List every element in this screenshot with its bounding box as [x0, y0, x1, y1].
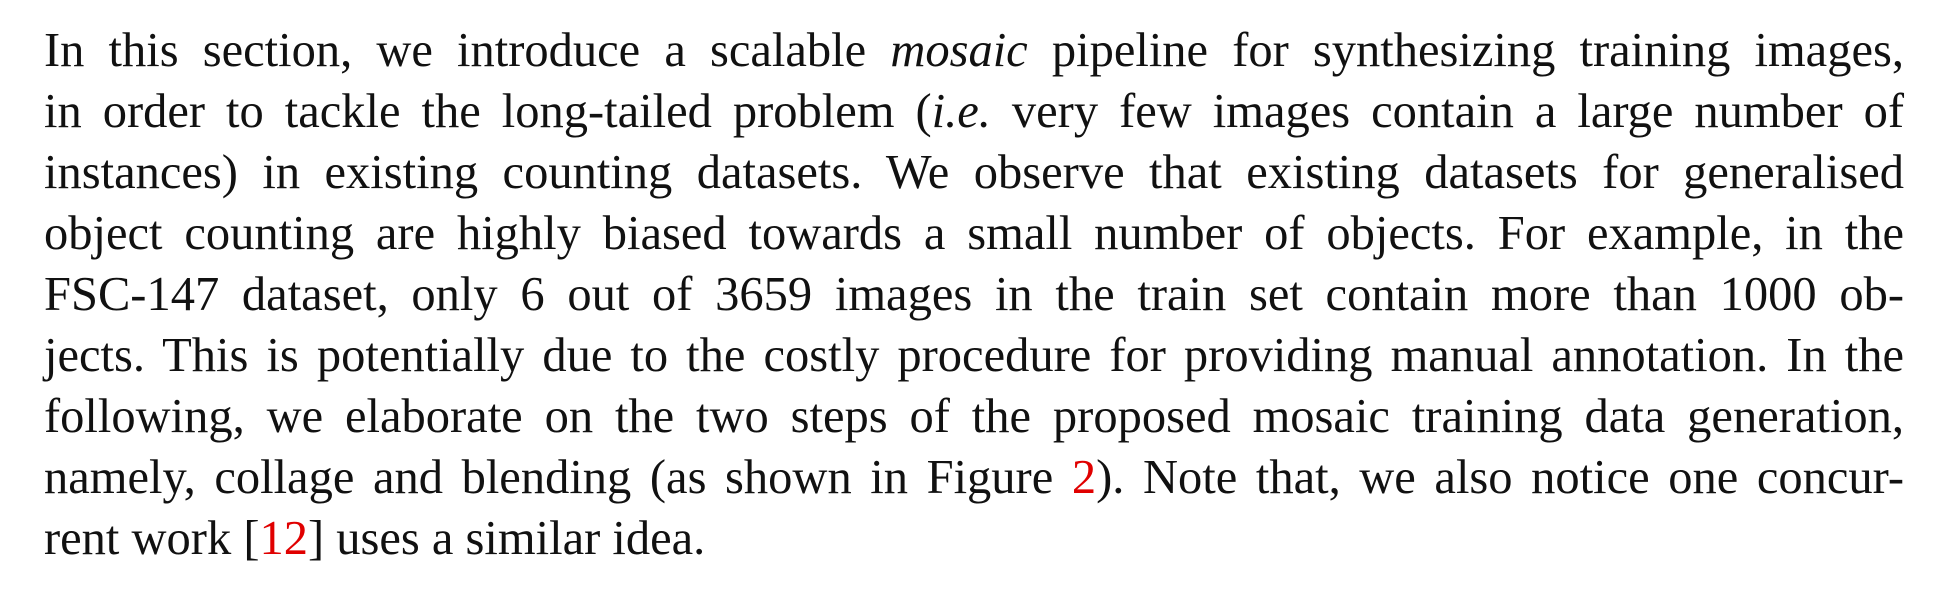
- body-paragraph: In this section, we introduce a scalable…: [44, 20, 1904, 569]
- line-1-text-after: pipeline for synthesizing training image…: [1027, 24, 1904, 77]
- text-line-8: namely, collage and blending (as shown i…: [44, 447, 1904, 508]
- text-line-2: in order to tackle the long-tailed probl…: [44, 81, 1904, 142]
- figure-reference-link[interactable]: 2: [1071, 451, 1097, 504]
- line-1-text-before: In this section, we introduce a scalable: [44, 24, 891, 77]
- line-8-text-after: ). Note that, we also notice one concur-: [1096, 451, 1905, 504]
- text-line-5: FSC-147 dataset, only 6 out of 3659 imag…: [44, 268, 1904, 321]
- text-line-1: In this section, we introduce a scalable…: [44, 20, 1904, 81]
- line-2-text-before: in order to tackle the long-tailed probl…: [44, 85, 932, 138]
- line-9-text-after: ] uses a similar idea.: [307, 512, 706, 565]
- text-line-6: jects. This is potentially due to the co…: [44, 329, 1904, 382]
- emphasis-mosaic: mosaic: [890, 24, 1028, 77]
- emphasis-ie: i.e.: [931, 85, 991, 138]
- text-line-3: instances) in existing counting datasets…: [44, 146, 1904, 199]
- text-line-4: object counting are highly biased toward…: [44, 207, 1904, 260]
- line-2-text-after: very few images contain a large number o…: [990, 85, 1904, 138]
- line-8-text-before: namely, collage and blending (as shown i…: [44, 451, 1072, 504]
- citation-reference-link[interactable]: 12: [259, 512, 308, 565]
- line-9-text-before: rent work [: [44, 512, 260, 565]
- text-line-9: rent work [12] uses a similar idea.: [44, 508, 1904, 569]
- text-line-7: following, we elaborate on the two steps…: [44, 390, 1904, 443]
